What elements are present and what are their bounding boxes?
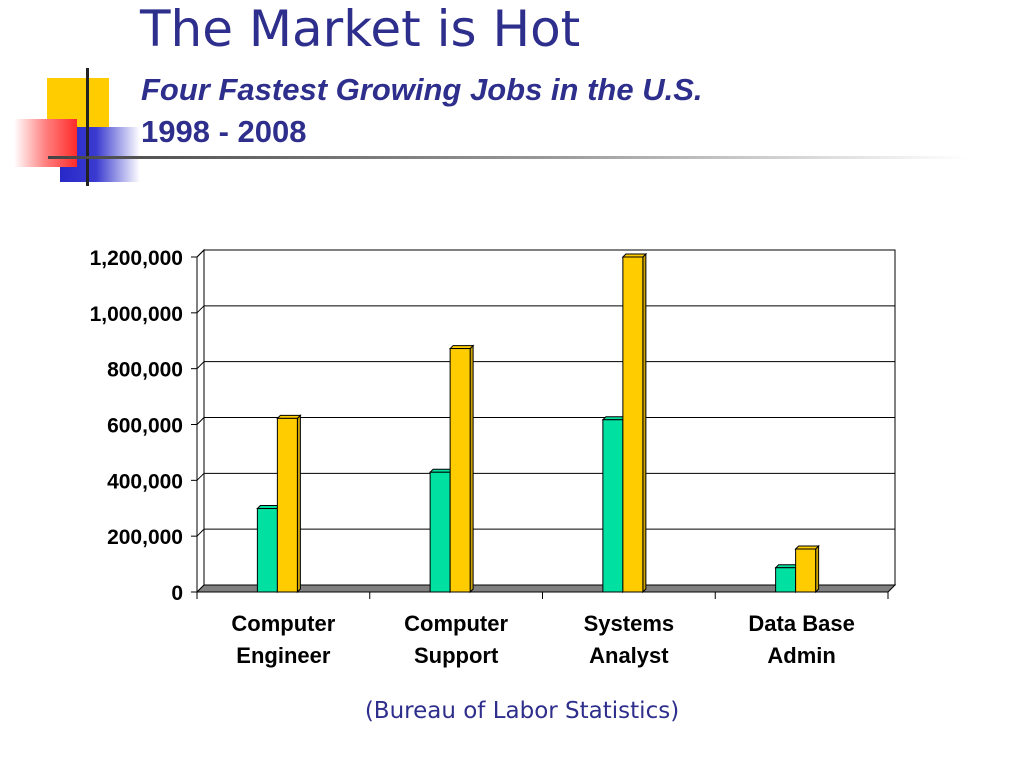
slide-subtitle: Four Fastest Growing Jobs in the U.S. bbox=[141, 72, 703, 107]
gridline bbox=[196, 472, 895, 481]
x-category-label: Systems bbox=[584, 611, 675, 636]
y-tick-label: 400,000 bbox=[107, 470, 183, 493]
gridline bbox=[196, 528, 895, 537]
x-category-label: Support bbox=[414, 643, 499, 668]
bar bbox=[621, 252, 648, 594]
y-tick-label: 600,000 bbox=[107, 415, 183, 438]
y-tick-label: 200,000 bbox=[107, 526, 183, 549]
x-category-label: Admin bbox=[767, 643, 835, 668]
x-category-label: Engineer bbox=[236, 643, 331, 668]
corner-decoration bbox=[14, 68, 968, 186]
gridline bbox=[196, 361, 895, 370]
y-tick-label: 1,200,000 bbox=[90, 247, 183, 270]
slide-title: The Market is Hot bbox=[140, 0, 581, 58]
x-category-label: Data Base bbox=[748, 611, 854, 636]
y-tick-label: 1,000,000 bbox=[90, 303, 183, 326]
deco-horizontal-rule bbox=[48, 156, 968, 159]
deco-vertical-bar bbox=[86, 68, 89, 186]
source-note: (Bureau of Labor Statistics) bbox=[364, 698, 680, 724]
x-category-label: Analyst bbox=[589, 643, 669, 668]
x-category-label: Computer bbox=[231, 611, 335, 636]
gridline bbox=[196, 249, 895, 258]
y-tick-label: 800,000 bbox=[107, 359, 183, 382]
slide-subtitle-years: 1998 - 2008 bbox=[141, 114, 307, 149]
gridline bbox=[196, 305, 895, 314]
bar bbox=[794, 544, 820, 594]
x-category-label: Computer bbox=[404, 611, 508, 636]
y-tick-label: 0 bbox=[171, 582, 183, 605]
bar bbox=[276, 414, 302, 594]
bar bbox=[448, 344, 475, 594]
gridline bbox=[196, 417, 895, 425]
